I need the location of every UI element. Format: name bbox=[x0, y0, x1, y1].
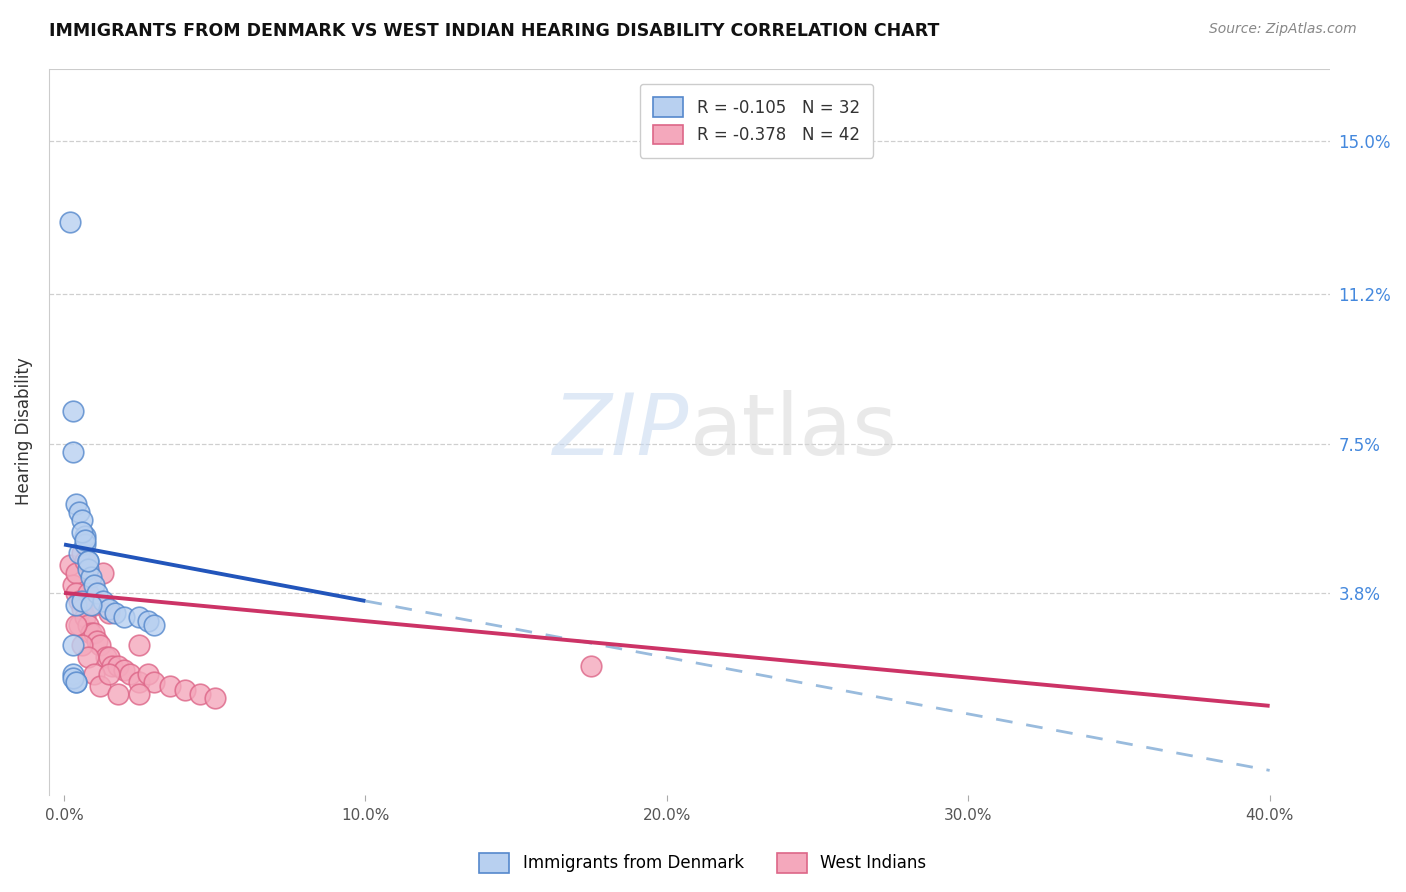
Point bbox=[62, 578, 84, 592]
Legend: Immigrants from Denmark, West Indians: Immigrants from Denmark, West Indians bbox=[472, 847, 934, 880]
Point bbox=[65, 618, 87, 632]
Point bbox=[77, 554, 100, 568]
Point bbox=[98, 602, 121, 616]
Text: ZIP: ZIP bbox=[553, 390, 689, 473]
Point bbox=[128, 687, 150, 701]
Point bbox=[80, 626, 103, 640]
Point bbox=[204, 690, 226, 705]
Point bbox=[98, 606, 121, 620]
Point bbox=[143, 674, 166, 689]
Point bbox=[62, 638, 84, 652]
Point bbox=[107, 687, 129, 701]
Point bbox=[138, 666, 160, 681]
Text: Source: ZipAtlas.com: Source: ZipAtlas.com bbox=[1209, 22, 1357, 37]
Point bbox=[67, 594, 90, 608]
Point bbox=[67, 505, 90, 519]
Point bbox=[70, 594, 93, 608]
Point bbox=[101, 658, 124, 673]
Y-axis label: Hearing Disability: Hearing Disability bbox=[15, 358, 32, 506]
Point bbox=[59, 215, 82, 229]
Point bbox=[75, 537, 97, 551]
Point bbox=[96, 650, 118, 665]
Point bbox=[65, 586, 87, 600]
Point bbox=[98, 666, 121, 681]
Point bbox=[75, 554, 97, 568]
Point bbox=[67, 545, 90, 559]
Point bbox=[59, 558, 82, 572]
Point bbox=[98, 650, 121, 665]
Point bbox=[65, 497, 87, 511]
Point bbox=[65, 674, 87, 689]
Point bbox=[173, 682, 195, 697]
Point bbox=[62, 671, 84, 685]
Point bbox=[77, 562, 100, 576]
Point bbox=[104, 606, 127, 620]
Point bbox=[65, 674, 87, 689]
Point bbox=[86, 634, 108, 648]
Point bbox=[62, 444, 84, 458]
Point bbox=[91, 566, 114, 580]
Point bbox=[83, 598, 105, 612]
Point bbox=[65, 566, 87, 580]
Point bbox=[62, 404, 84, 418]
Point bbox=[86, 586, 108, 600]
Legend: R = -0.105   N = 32, R = -0.378   N = 42: R = -0.105 N = 32, R = -0.378 N = 42 bbox=[640, 84, 873, 158]
Point bbox=[70, 545, 93, 559]
Point bbox=[89, 638, 111, 652]
Point bbox=[143, 618, 166, 632]
Point bbox=[70, 525, 93, 540]
Point bbox=[128, 674, 150, 689]
Point bbox=[70, 638, 93, 652]
Point bbox=[70, 513, 93, 527]
Point bbox=[77, 554, 100, 568]
Point bbox=[112, 663, 135, 677]
Point bbox=[188, 687, 211, 701]
Point bbox=[77, 650, 100, 665]
Point bbox=[62, 666, 84, 681]
Point bbox=[107, 658, 129, 673]
Point bbox=[77, 618, 100, 632]
Point bbox=[83, 666, 105, 681]
Point bbox=[83, 578, 105, 592]
Point bbox=[112, 610, 135, 624]
Point bbox=[75, 529, 97, 543]
Point bbox=[91, 594, 114, 608]
Text: IMMIGRANTS FROM DENMARK VS WEST INDIAN HEARING DISABILITY CORRELATION CHART: IMMIGRANTS FROM DENMARK VS WEST INDIAN H… bbox=[49, 22, 939, 40]
Point bbox=[128, 638, 150, 652]
Point bbox=[75, 533, 97, 548]
Point bbox=[581, 658, 603, 673]
Point bbox=[70, 602, 93, 616]
Point bbox=[138, 614, 160, 628]
Point bbox=[83, 626, 105, 640]
Point bbox=[80, 598, 103, 612]
Point bbox=[65, 598, 87, 612]
Point bbox=[77, 586, 100, 600]
Point bbox=[128, 610, 150, 624]
Text: atlas: atlas bbox=[689, 390, 897, 473]
Point bbox=[120, 666, 142, 681]
Point bbox=[75, 610, 97, 624]
Point bbox=[89, 679, 111, 693]
Point bbox=[159, 679, 181, 693]
Point bbox=[67, 618, 90, 632]
Point bbox=[80, 570, 103, 584]
